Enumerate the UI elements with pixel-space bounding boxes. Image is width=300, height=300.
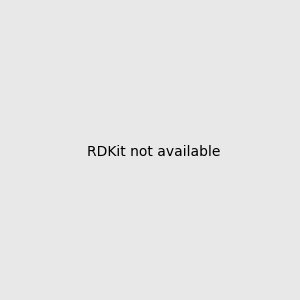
Text: RDKit not available: RDKit not available — [87, 145, 220, 158]
